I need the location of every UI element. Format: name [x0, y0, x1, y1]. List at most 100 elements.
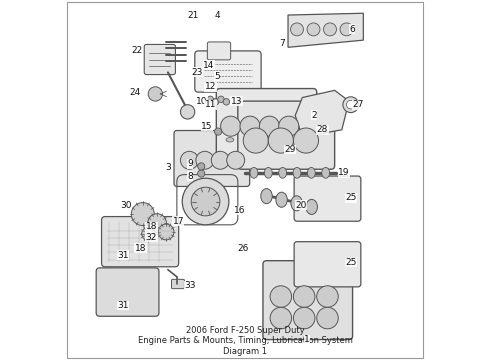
- Circle shape: [259, 116, 279, 136]
- Circle shape: [220, 116, 241, 136]
- FancyBboxPatch shape: [144, 44, 175, 75]
- FancyBboxPatch shape: [263, 261, 353, 339]
- Circle shape: [227, 151, 245, 169]
- FancyBboxPatch shape: [195, 51, 261, 92]
- Text: 17: 17: [172, 217, 184, 226]
- Text: 33: 33: [184, 281, 196, 290]
- Ellipse shape: [307, 167, 315, 178]
- Circle shape: [131, 203, 154, 226]
- Text: 10: 10: [196, 96, 207, 105]
- Polygon shape: [288, 13, 364, 47]
- Circle shape: [243, 128, 269, 153]
- Ellipse shape: [261, 189, 272, 204]
- Circle shape: [148, 87, 163, 101]
- Circle shape: [148, 214, 167, 232]
- Circle shape: [180, 151, 198, 169]
- Text: 16: 16: [234, 206, 245, 215]
- Circle shape: [270, 286, 292, 307]
- Ellipse shape: [226, 138, 234, 142]
- FancyBboxPatch shape: [216, 89, 317, 157]
- Circle shape: [215, 128, 221, 135]
- Text: 8: 8: [187, 172, 193, 181]
- Circle shape: [317, 286, 338, 307]
- Circle shape: [207, 96, 214, 103]
- Text: 26: 26: [237, 244, 248, 253]
- Circle shape: [317, 307, 338, 329]
- FancyBboxPatch shape: [172, 279, 184, 289]
- Circle shape: [279, 116, 299, 136]
- FancyBboxPatch shape: [101, 217, 179, 267]
- FancyBboxPatch shape: [294, 242, 361, 287]
- Circle shape: [197, 170, 205, 177]
- Text: 6: 6: [349, 25, 355, 34]
- Circle shape: [269, 128, 294, 153]
- FancyBboxPatch shape: [207, 42, 231, 60]
- Text: 21: 21: [188, 10, 199, 19]
- Ellipse shape: [293, 167, 301, 178]
- Text: 24: 24: [130, 87, 141, 96]
- Text: 30: 30: [121, 201, 132, 210]
- Text: 27: 27: [353, 100, 364, 109]
- Text: 29: 29: [285, 145, 296, 154]
- Circle shape: [218, 96, 224, 103]
- Text: 5: 5: [214, 72, 220, 81]
- Text: 12: 12: [205, 82, 216, 91]
- Ellipse shape: [245, 138, 253, 142]
- Text: 25: 25: [345, 193, 357, 202]
- Text: 23: 23: [191, 68, 202, 77]
- FancyBboxPatch shape: [294, 176, 361, 221]
- Circle shape: [294, 128, 318, 153]
- Circle shape: [191, 187, 220, 216]
- Circle shape: [158, 224, 174, 240]
- Text: 25: 25: [345, 258, 357, 267]
- Text: 7: 7: [279, 39, 285, 48]
- Circle shape: [211, 151, 229, 169]
- Circle shape: [197, 163, 205, 170]
- Ellipse shape: [265, 167, 272, 178]
- Text: 2: 2: [311, 111, 317, 120]
- Circle shape: [196, 151, 214, 169]
- Text: 11: 11: [205, 100, 216, 109]
- Text: 32: 32: [146, 233, 157, 242]
- Circle shape: [343, 97, 359, 113]
- Text: 19: 19: [338, 168, 350, 177]
- Circle shape: [291, 23, 303, 36]
- Circle shape: [240, 116, 260, 136]
- Text: 18: 18: [135, 244, 147, 253]
- Text: 31: 31: [117, 301, 128, 310]
- Text: 15: 15: [201, 122, 213, 131]
- Circle shape: [340, 23, 353, 36]
- Polygon shape: [295, 90, 349, 137]
- Circle shape: [307, 23, 320, 36]
- Ellipse shape: [322, 167, 330, 178]
- Text: 14: 14: [203, 61, 215, 70]
- Circle shape: [294, 307, 315, 329]
- Circle shape: [180, 105, 195, 119]
- Text: 31: 31: [117, 251, 128, 260]
- Text: 3: 3: [166, 163, 171, 172]
- Text: 22: 22: [131, 46, 143, 55]
- Ellipse shape: [306, 199, 318, 215]
- Ellipse shape: [265, 138, 272, 142]
- Text: 2006 Ford F-250 Super Duty
Engine Parts & Mounts, Timing, Lubrication System
Dia: 2006 Ford F-250 Super Duty Engine Parts …: [138, 326, 352, 356]
- FancyBboxPatch shape: [238, 101, 335, 169]
- Circle shape: [212, 99, 219, 105]
- Text: 18: 18: [146, 222, 157, 231]
- Circle shape: [142, 227, 155, 240]
- Text: 4: 4: [214, 10, 220, 19]
- Circle shape: [270, 307, 292, 329]
- Ellipse shape: [284, 138, 292, 142]
- Ellipse shape: [250, 167, 258, 178]
- Ellipse shape: [276, 192, 287, 207]
- Circle shape: [182, 178, 229, 225]
- Text: 1: 1: [304, 335, 310, 344]
- Text: 9: 9: [187, 159, 193, 168]
- Text: 28: 28: [317, 125, 328, 134]
- Circle shape: [323, 23, 337, 36]
- Ellipse shape: [291, 196, 302, 211]
- Circle shape: [346, 100, 355, 109]
- Circle shape: [294, 286, 315, 307]
- Text: 20: 20: [295, 201, 307, 210]
- Circle shape: [223, 99, 230, 105]
- Text: 13: 13: [231, 96, 242, 105]
